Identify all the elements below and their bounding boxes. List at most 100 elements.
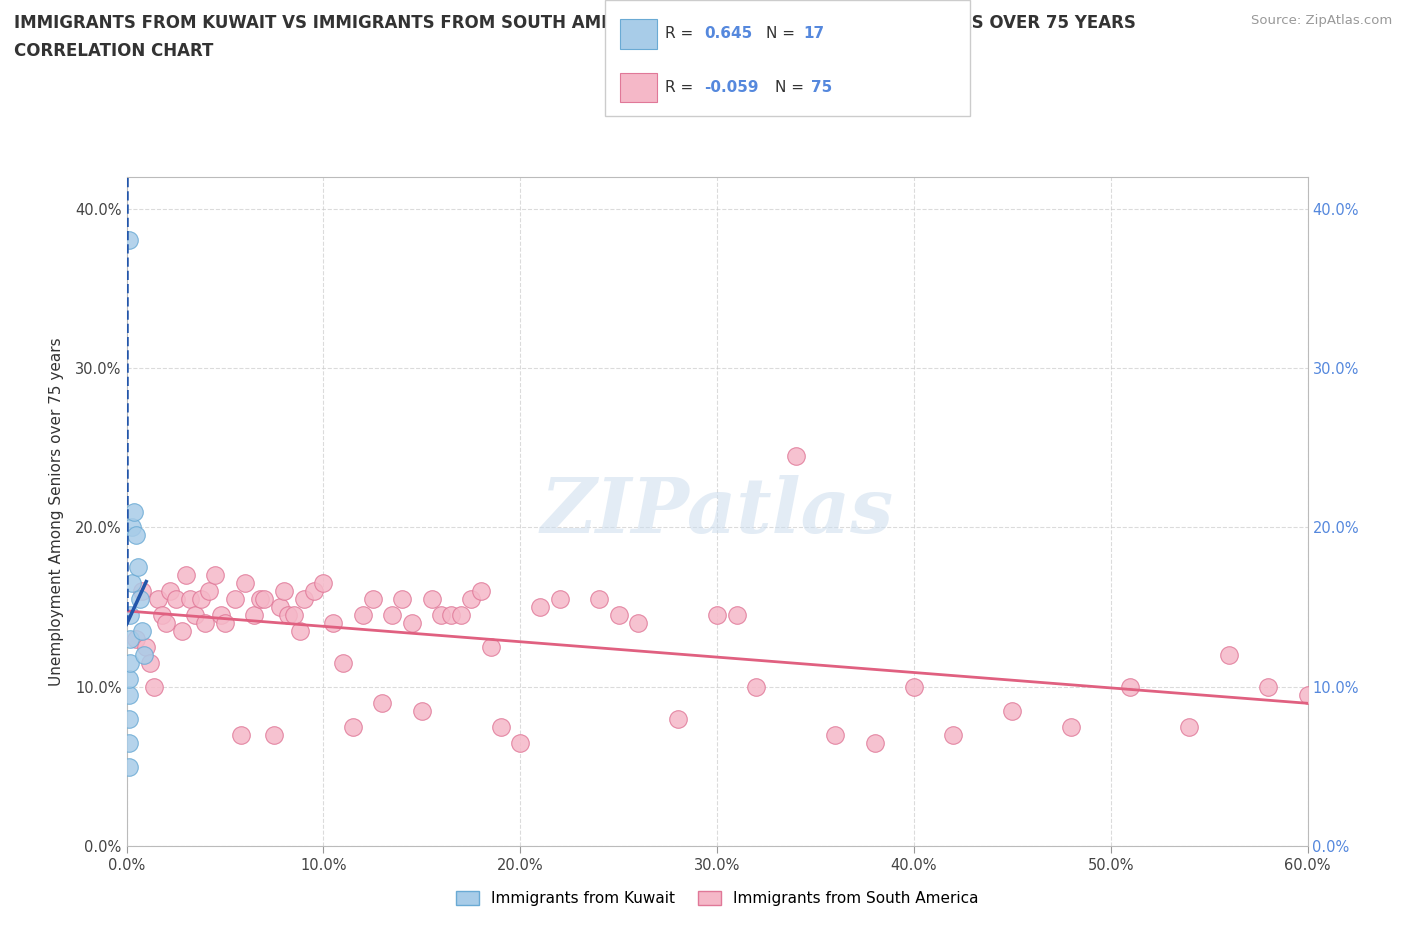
Text: R =: R = [665, 26, 699, 42]
Text: 75: 75 [811, 80, 832, 95]
Text: N =: N = [766, 26, 800, 42]
Point [470, 584, 492, 599]
Point [450, 607, 472, 622]
Point [165, 591, 187, 606]
Point [1119, 680, 1142, 695]
Point [159, 584, 181, 599]
Point [312, 576, 335, 591]
Point [204, 568, 226, 583]
Point [1178, 719, 1201, 734]
Point [863, 736, 886, 751]
Point [381, 607, 404, 622]
Point [184, 607, 207, 622]
Point [229, 727, 252, 742]
Point [1218, 647, 1240, 662]
Point [332, 656, 354, 671]
Point [224, 591, 246, 606]
Point [529, 600, 551, 615]
Point [745, 680, 768, 695]
Point [117, 736, 139, 751]
Legend: Immigrants from Kuwait, Immigrants from South America: Immigrants from Kuwait, Immigrants from … [450, 885, 984, 912]
Text: 0.645: 0.645 [704, 26, 752, 42]
Point [125, 528, 148, 543]
Point [117, 687, 139, 702]
Point [120, 656, 142, 671]
Text: R =: R = [665, 80, 699, 95]
Text: N =: N = [775, 80, 808, 95]
Text: IMMIGRANTS FROM KUWAIT VS IMMIGRANTS FROM SOUTH AMERICA UNEMPLOYMENT AMONG SENIO: IMMIGRANTS FROM KUWAIT VS IMMIGRANTS FRO… [14, 14, 1136, 32]
Text: -0.059: -0.059 [704, 80, 759, 95]
Point [440, 607, 463, 622]
Point [117, 711, 139, 726]
Point [430, 607, 453, 622]
Point [179, 591, 201, 606]
Point [288, 624, 311, 639]
Point [342, 719, 364, 734]
Point [371, 696, 394, 711]
Point [120, 631, 142, 646]
Point [155, 616, 177, 631]
Point [489, 719, 512, 734]
Point [150, 607, 173, 622]
Point [125, 631, 148, 646]
Point [460, 591, 482, 606]
Point [198, 584, 221, 599]
Point [322, 616, 344, 631]
Point [725, 607, 748, 622]
Point [273, 584, 295, 599]
Point [134, 647, 156, 662]
Point [352, 607, 374, 622]
Point [209, 607, 232, 622]
Point [942, 727, 965, 742]
Text: CORRELATION CHART: CORRELATION CHART [14, 42, 214, 60]
Point [194, 616, 217, 631]
Point [143, 680, 166, 695]
Point [121, 520, 143, 535]
Point [361, 591, 384, 606]
Point [120, 607, 142, 622]
Point [249, 591, 271, 606]
Point [627, 616, 650, 631]
Point [146, 591, 169, 606]
Point [302, 584, 325, 599]
Point [263, 727, 285, 742]
Point [607, 607, 630, 622]
Point [127, 560, 149, 575]
Point [269, 600, 291, 615]
Point [283, 607, 305, 622]
Point [135, 640, 157, 655]
Point [401, 616, 423, 631]
Point [1060, 719, 1083, 734]
Point [129, 591, 152, 606]
Point [277, 607, 299, 622]
Point [292, 591, 315, 606]
Point [253, 591, 276, 606]
Point [243, 607, 266, 622]
Point [411, 703, 433, 718]
Point [548, 591, 571, 606]
Point [1257, 680, 1279, 695]
Point [139, 656, 162, 671]
Point [124, 504, 146, 519]
Point [903, 680, 925, 695]
Text: Source: ZipAtlas.com: Source: ZipAtlas.com [1251, 14, 1392, 27]
Point [214, 616, 236, 631]
Point [391, 591, 413, 606]
Point [233, 576, 256, 591]
Point [117, 671, 139, 686]
Point [588, 591, 610, 606]
Point [479, 640, 502, 655]
Point [706, 607, 728, 622]
Point [666, 711, 689, 726]
Point [785, 448, 807, 463]
Point [1001, 703, 1024, 718]
Point [170, 624, 193, 639]
Point [131, 584, 153, 599]
Y-axis label: Unemployment Among Seniors over 75 years: Unemployment Among Seniors over 75 years [49, 338, 63, 685]
Point [509, 736, 531, 751]
Point [190, 591, 212, 606]
Point [117, 759, 139, 774]
Point [1296, 687, 1319, 702]
Point [420, 591, 443, 606]
Point [131, 624, 153, 639]
